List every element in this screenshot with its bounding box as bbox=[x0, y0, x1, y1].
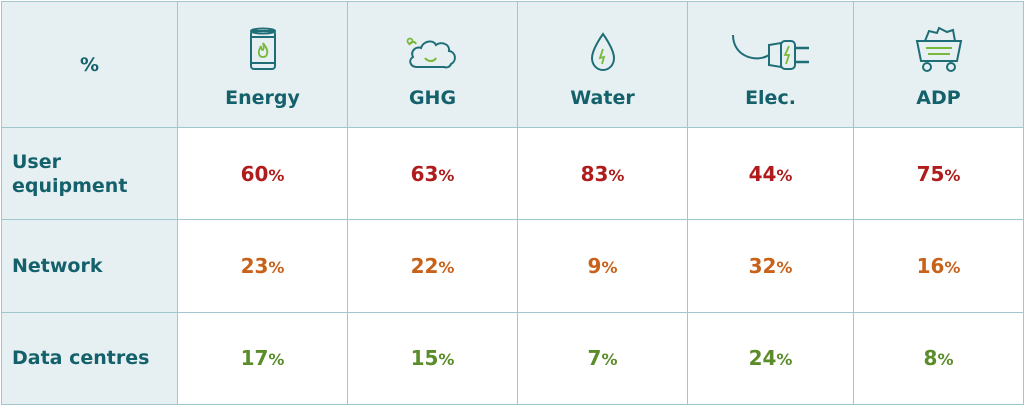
water-drop-icon bbox=[590, 32, 615, 72]
electric-plug-icon bbox=[731, 34, 809, 70]
value-number: 63 bbox=[410, 161, 439, 186]
value-number: 32 bbox=[748, 253, 777, 278]
value-unit: % bbox=[438, 350, 455, 370]
value-cell: 23% bbox=[177, 219, 348, 313]
column-header-label: Elec. bbox=[745, 87, 796, 109]
value-unit: % bbox=[268, 165, 285, 185]
column-header-ghg: GHG bbox=[347, 1, 518, 128]
value-unit: % bbox=[944, 165, 961, 185]
corner-cell: % bbox=[1, 1, 178, 128]
value-unit: % bbox=[944, 257, 961, 277]
value-cell: 22% bbox=[347, 219, 518, 313]
value-cell: 44% bbox=[687, 126, 854, 221]
row-label: User equipment bbox=[1, 126, 178, 221]
value-unit: % bbox=[438, 165, 455, 185]
value-cell: 83% bbox=[517, 126, 688, 221]
value-unit: % bbox=[776, 165, 793, 185]
value-number: 17 bbox=[240, 346, 269, 371]
column-header-energy: Energy bbox=[177, 1, 348, 128]
column-header-label: GHG bbox=[408, 87, 457, 109]
value-unit: % bbox=[601, 257, 618, 277]
value-number: 22 bbox=[410, 253, 439, 278]
value-number: 7 bbox=[587, 346, 602, 371]
table-row: Data centres 17% 15% 7% 24% 8% bbox=[1, 311, 1024, 406]
column-header-elec: Elec. bbox=[687, 1, 854, 128]
row-label: Network bbox=[1, 219, 178, 313]
value-cell: 7% bbox=[517, 311, 688, 406]
value-number: 60 bbox=[240, 161, 269, 186]
mine-cart-icon bbox=[915, 26, 962, 72]
value-unit: % bbox=[776, 350, 793, 370]
value-unit: % bbox=[601, 350, 618, 370]
value-cell: 60% bbox=[177, 126, 348, 221]
value-cell: 75% bbox=[853, 126, 1024, 221]
value-cell: 17% bbox=[177, 311, 348, 406]
value-number: 15 bbox=[410, 346, 439, 371]
value-unit: % bbox=[438, 257, 455, 277]
header-row: % Energy bbox=[1, 1, 1024, 128]
value-number: 75 bbox=[916, 161, 945, 186]
value-number: 44 bbox=[748, 161, 777, 186]
column-header-label: Energy bbox=[225, 87, 300, 109]
value-cell: 16% bbox=[853, 219, 1024, 313]
column-header-water: Water bbox=[517, 1, 688, 128]
value-number: 8 bbox=[923, 346, 938, 371]
value-number: 24 bbox=[748, 346, 777, 371]
value-number: 16 bbox=[916, 253, 945, 278]
column-header-label: Water bbox=[570, 87, 635, 109]
value-cell: 9% bbox=[517, 219, 688, 313]
value-unit: % bbox=[268, 257, 285, 277]
value-number: 23 bbox=[240, 253, 269, 278]
oil-barrel-flame-icon bbox=[249, 27, 276, 70]
value-cell: 8% bbox=[853, 311, 1024, 406]
value-unit: % bbox=[268, 350, 285, 370]
column-header-label: ADP bbox=[916, 87, 961, 109]
value-unit: % bbox=[776, 257, 793, 277]
table-body: User equipment 60% 63% 83% 44% 75% Network 23% 2… bbox=[1, 126, 1024, 406]
value-unit: % bbox=[937, 350, 954, 370]
value-cell: 15% bbox=[347, 311, 518, 406]
value-unit: % bbox=[608, 165, 625, 185]
corner-label: % bbox=[79, 53, 100, 76]
table-row: User equipment 60% 63% 83% 44% 75% bbox=[1, 126, 1024, 221]
value-number: 83 bbox=[580, 161, 609, 186]
value-number: 9 bbox=[587, 253, 602, 278]
value-cell: 32% bbox=[687, 219, 854, 313]
table-row: Network 23% 22% 9% 32% 16% bbox=[1, 219, 1024, 313]
value-cell: 24% bbox=[687, 311, 854, 406]
value-cell: 63% bbox=[347, 126, 518, 221]
cloud-icon bbox=[406, 37, 456, 69]
row-label: Data centres bbox=[1, 311, 178, 406]
column-header-adp: ADP bbox=[853, 1, 1024, 128]
